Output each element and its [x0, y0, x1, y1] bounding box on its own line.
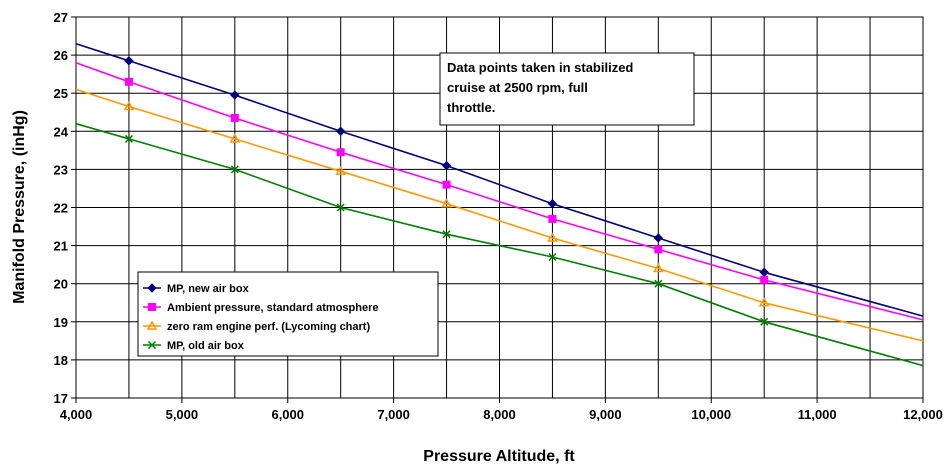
x-tick-label: 6,000 [271, 407, 304, 422]
y-tick-label: 24 [54, 124, 69, 139]
data-point-series-2 [336, 148, 345, 157]
x-tick-label: 10,000 [691, 407, 731, 422]
data-point-series-3 [441, 198, 452, 208]
data-point-series-4 [760, 317, 769, 326]
data-point-series-4 [442, 230, 451, 239]
annotation-line-3: throttle. [447, 100, 495, 115]
legend-label: Ambient pressure, standard atmosphere [167, 302, 379, 314]
series-line-3 [75, 88, 924, 342]
data-point-series-1 [547, 198, 558, 209]
data-point-series-1 [335, 126, 346, 137]
y-tick-label: 20 [54, 277, 68, 292]
data-point-series-4 [654, 279, 663, 288]
data-point-series-1 [653, 233, 664, 243]
x-tick-label: 7,000 [377, 407, 410, 422]
y-tick-label: 18 [54, 353, 68, 368]
y-tick-label: 22 [54, 201, 68, 216]
legend-marker [147, 340, 157, 350]
y-tick-label: 25 [54, 86, 68, 101]
y-tick-label: 19 [54, 315, 68, 330]
data-point-series-1 [230, 90, 240, 100]
data-point-series-4 [548, 252, 557, 262]
data-point-series-4 [230, 165, 239, 174]
annotation-box: Data points taken in stabilized cruise a… [439, 52, 695, 126]
data-point-series-2 [124, 77, 133, 86]
x-tick-label: 11,000 [798, 407, 837, 422]
x-axis-ticks: 4,000 5,000 6,000 7,000 8,000 9,000 10,000 11,0… [60, 398, 943, 422]
data-point-series-2 [654, 245, 663, 254]
y-tick-label: 27 [54, 10, 68, 25]
x-tick-label: 8,000 [483, 407, 516, 422]
data-point-series-4 [336, 203, 345, 212]
series-markers [123, 56, 770, 326]
data-point-series-3 [547, 232, 558, 242]
y-tick-label: 26 [54, 48, 68, 63]
x-tick-label: 4,000 [60, 407, 93, 422]
x-axis-title: Pressure Altitude, ft [423, 448, 575, 465]
data-point-series-4 [124, 134, 133, 143]
data-point-series-3 [758, 297, 770, 307]
legend-marker [146, 320, 158, 330]
legend-marker [147, 283, 157, 293]
x-tick-label: 12,000 [903, 407, 943, 422]
legend-label: zero ram engine perf. (Lycoming chart) [167, 321, 370, 333]
data-point-series-2 [442, 180, 451, 189]
data-point-series-2 [230, 113, 239, 122]
data-point-series-2 [548, 214, 557, 223]
y-tick-label: 21 [54, 239, 68, 254]
x-tick-label: 9,000 [589, 407, 622, 422]
annotation-frame [439, 52, 695, 126]
y-tick-label: 17 [54, 391, 68, 406]
annotation-line-1: Data points taken in stabilized [447, 60, 633, 75]
y-axis-title: Manifold Pressure, (inHg) [11, 110, 28, 304]
data-point-series-1 [441, 160, 452, 171]
y-tick-label: 23 [54, 162, 68, 177]
x-tick-label: 5,000 [166, 407, 199, 422]
data-point-series-3 [653, 262, 664, 273]
legend: MP, new air box Ambient pressure, standar… [137, 271, 439, 357]
y-axis-ticks: 17 18 19 20 21 22 23 24 25 26 27 [54, 10, 76, 406]
data-point-series-2 [760, 275, 769, 284]
data-point-series-1 [124, 56, 134, 66]
legend-marker [148, 303, 156, 311]
data-point-series-3 [335, 165, 346, 176]
data-point-series-3 [229, 133, 241, 143]
data-point-series-3 [123, 101, 135, 111]
annotation-line-2: cruise at 2500 rpm, full [447, 80, 588, 95]
legend-label: MP, old air box [167, 340, 245, 352]
legend-frame [137, 271, 439, 357]
legend-label: MP, new air box [167, 283, 250, 295]
